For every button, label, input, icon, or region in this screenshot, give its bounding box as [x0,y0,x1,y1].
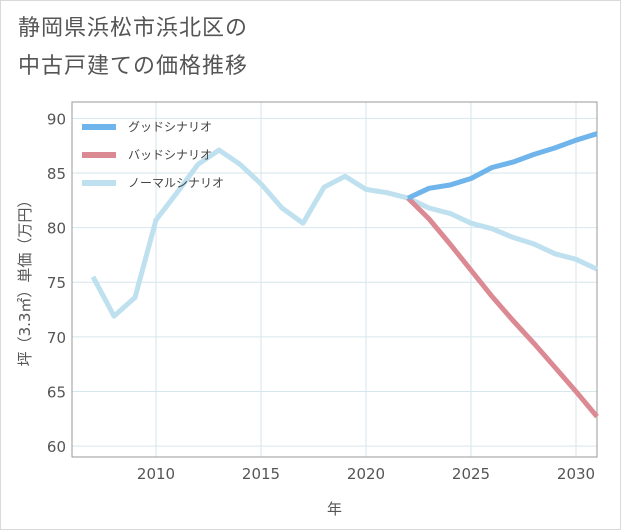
legend-label-bad: バッドシナリオ [128,148,212,162]
x-tick-label: 2025 [452,465,490,483]
legend-label-good: グッドシナリオ [128,120,212,134]
legend-label-normal: ノーマルシナリオ [128,176,224,190]
series-line-normal [90,147,599,319]
tick-labels: 60 65 70 75 80 85 90 2010 2015 2020 2025 2030 [47,110,595,483]
x-tick-label: 2010 [137,465,175,483]
grid-lines [72,102,597,457]
plot-area-border [71,101,598,458]
chart-title-line2: 中古戸建ての価格推移 [18,54,249,79]
chart-title-line1: 静岡県浜松市浜北区の [18,16,249,41]
x-tick-label: 2020 [347,465,385,483]
y-tick-label: 65 [47,383,66,401]
x-tick-label: 2030 [557,465,595,483]
series-line-good [406,131,598,201]
y-tick-label: 60 [47,438,66,456]
y-tick-label: 80 [47,220,66,238]
series-layer [90,131,599,419]
y-tick-label: 75 [47,274,66,292]
x-tick-label: 2015 [242,465,280,483]
series-line-bad [406,196,599,419]
y-axis-label: 坪（3.3㎡）単価（万円） [16,193,34,367]
y-tick-label: 85 [47,165,66,183]
y-tick-label: 90 [47,110,66,128]
x-axis-label: 年 [327,500,342,518]
y-tick-label: 70 [47,329,66,347]
